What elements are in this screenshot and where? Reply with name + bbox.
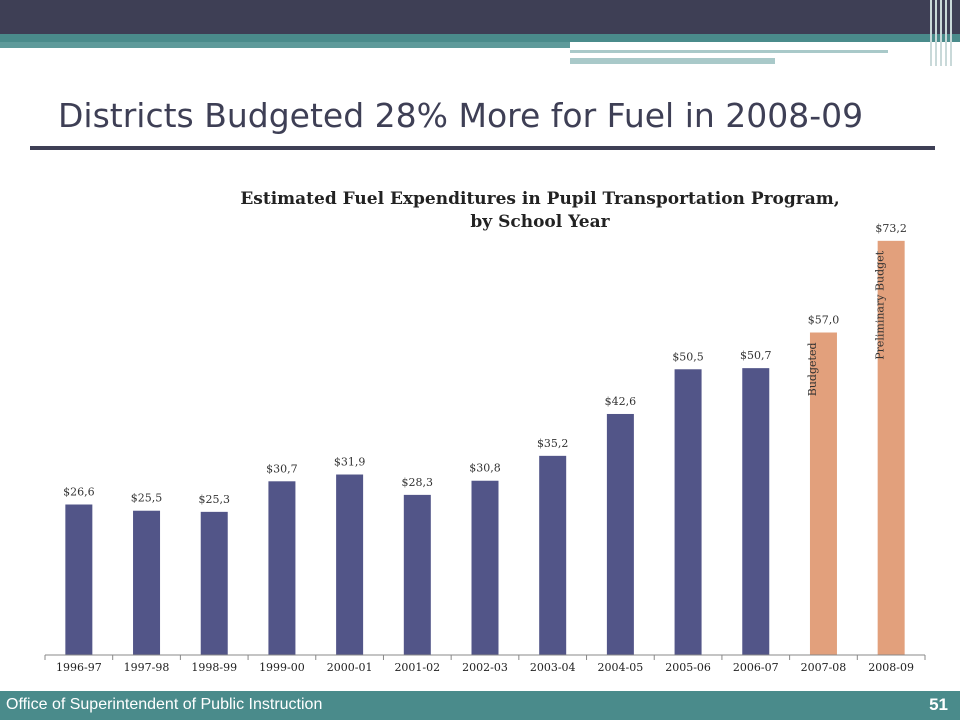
bar-annotation: Preliminary Budget <box>874 250 887 360</box>
data-label: $50,5 <box>672 350 704 363</box>
slide-title: Districts Budgeted 28% More for Fuel in … <box>58 96 864 135</box>
header-stripe <box>0 34 960 42</box>
data-label: $30,7 <box>266 462 298 475</box>
footer-bar: Office of Superintendent of Public Instr… <box>0 691 960 720</box>
bar <box>742 368 770 655</box>
bar <box>877 240 905 655</box>
bar <box>336 474 364 655</box>
data-label: $30,8 <box>469 462 501 475</box>
footer-organization: Office of Superintendent of Public Instr… <box>6 696 323 713</box>
bar <box>403 494 431 655</box>
vertical-stripe <box>930 0 932 66</box>
bar <box>133 510 161 655</box>
x-tick-label: 2006-07 <box>733 661 779 674</box>
vertical-stripe <box>950 0 952 66</box>
bar-annotation: Budgeted <box>806 343 819 397</box>
data-label: $42,6 <box>605 395 637 408</box>
data-label: $50,7 <box>740 349 772 362</box>
x-tick-label: 2003-04 <box>530 661 576 674</box>
x-tick-label: 1996-97 <box>56 661 102 674</box>
header-stripe-secondary <box>0 42 570 48</box>
bar <box>606 413 634 655</box>
page-number: 51 <box>929 695 948 714</box>
x-tick-label: 1999-00 <box>259 661 305 674</box>
vertical-stripe <box>940 0 942 66</box>
data-label: $25,5 <box>131 492 163 505</box>
title-underline <box>30 146 935 150</box>
header-accent-line-secondary <box>570 58 775 64</box>
data-label: $31,9 <box>334 456 366 469</box>
bar <box>200 511 228 655</box>
bar <box>539 455 567 655</box>
x-tick-label: 2008-09 <box>868 661 914 674</box>
vertical-stripe <box>935 0 937 66</box>
bar <box>809 332 837 655</box>
x-tick-label: 2001-02 <box>394 661 440 674</box>
data-label: $26,6 <box>63 486 95 499</box>
bar <box>65 504 93 655</box>
header-accent-line <box>570 50 888 53</box>
vertical-stripe <box>945 0 947 66</box>
bar-chart: $26,6 1996-97 $25,5 1997-98 $25,3 1998-99 $30,… <box>44 222 926 674</box>
x-tick-label: 1998-99 <box>191 661 237 674</box>
bar <box>471 480 499 655</box>
data-label: $25,3 <box>198 493 230 506</box>
x-tick-label: 2005-06 <box>665 661 711 674</box>
chart-title-line-1: Estimated Fuel Expenditures in Pupil Tra… <box>240 189 840 209</box>
data-label: $28,3 <box>402 476 434 489</box>
chart-title-line-2: by School Year <box>470 212 610 232</box>
x-tick-label: 2004-05 <box>598 661 644 674</box>
chart-title: Estimated Fuel Expenditures in Pupil Tra… <box>170 188 910 234</box>
bar <box>674 369 702 655</box>
data-label: $57,0 <box>808 314 840 327</box>
x-tick-label: 2002-03 <box>462 661 508 674</box>
data-label: $73,2 <box>875 222 907 235</box>
data-label: $35,2 <box>537 437 569 450</box>
header-vertical-stripes <box>930 0 956 66</box>
x-tick-label: 2000-01 <box>327 661 373 674</box>
bar <box>268 481 296 655</box>
x-tick-label: 2007-08 <box>801 661 847 674</box>
x-tick-label: 1997-98 <box>124 661 170 674</box>
header-bar <box>0 0 960 34</box>
